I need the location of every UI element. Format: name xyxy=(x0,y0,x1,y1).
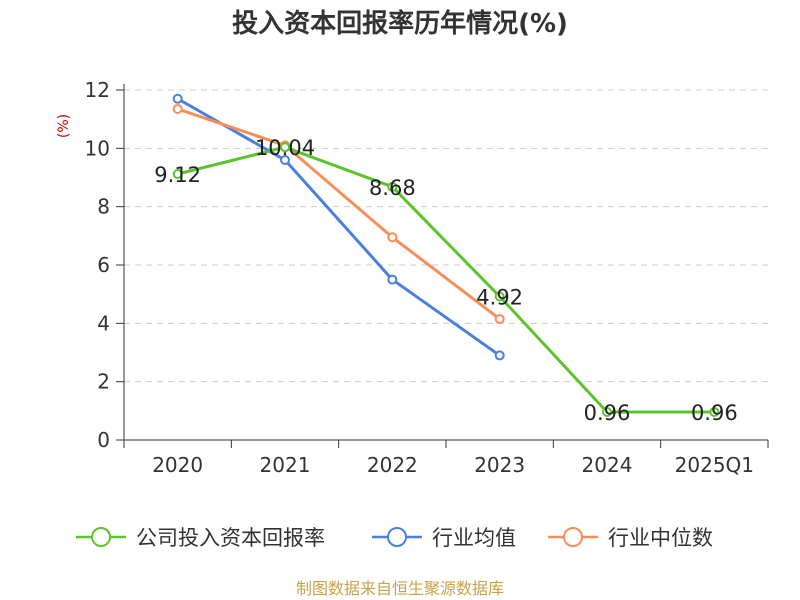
y-tick-label: 6 xyxy=(97,253,110,277)
x-tick-label: 2022 xyxy=(367,453,418,477)
tick-labels: 0 2 4 6 8 10 12 2020 2021 2022 2023 2024 2025Q1 xyxy=(85,78,754,477)
series-2-point[interactable] xyxy=(494,313,505,324)
series-1-point[interactable] xyxy=(387,274,398,285)
series-line-1 xyxy=(176,97,501,357)
y-tick-label: 8 xyxy=(97,195,110,219)
legend-swatch-marker xyxy=(563,527,583,547)
y-tick-label: 12 xyxy=(85,78,110,102)
series-1-point[interactable] xyxy=(172,93,183,104)
gridlines xyxy=(124,89,768,383)
x-tick-label: 2024 xyxy=(582,453,633,477)
data-labels: 9.12 10.04 8.68 4.92 0.96 0.96 xyxy=(154,136,737,425)
series-0-point[interactable] xyxy=(602,407,612,417)
legend-swatch-marker xyxy=(387,527,407,547)
x-tick-label: 2020 xyxy=(152,453,203,477)
series-0-point[interactable] xyxy=(172,169,183,179)
data-label: 9.12 xyxy=(154,163,201,187)
x-tick-label: 2023 xyxy=(474,453,525,477)
y-tick-label: 4 xyxy=(97,311,110,335)
series-0-point[interactable] xyxy=(387,181,398,192)
legend-label: 公司投入资本回报率 xyxy=(136,526,325,550)
data-label: 8.68 xyxy=(369,176,416,200)
y-tick-label: 2 xyxy=(97,370,110,394)
data-label: 0.96 xyxy=(584,401,631,425)
series-0-point[interactable] xyxy=(280,142,290,153)
y-tick-label: 10 xyxy=(85,136,110,160)
legend-label: 行业均值 xyxy=(432,526,516,550)
chart-title: 投入资本回报率历年情况(%) xyxy=(232,8,568,39)
legend[interactable]: 公司投入资本回报率 行业均值 行业中位数 xyxy=(76,526,713,550)
series-1-point[interactable] xyxy=(280,155,290,165)
axes xyxy=(116,84,769,448)
x-tick-label: 2021 xyxy=(260,453,311,477)
legend-item-2[interactable]: 行业中位数 xyxy=(548,526,713,550)
data-label: 0.96 xyxy=(691,401,738,425)
legend-item-0[interactable]: 公司投入资本回报率 xyxy=(76,526,325,550)
series-2-point[interactable] xyxy=(387,232,398,243)
series-line-0 xyxy=(177,145,715,414)
series-1-point[interactable] xyxy=(494,350,505,361)
source-note: 制图数据来自恒生聚源数据库 xyxy=(296,579,504,598)
legend-item-1[interactable]: 行业均值 xyxy=(372,526,516,550)
legend-swatch-marker xyxy=(91,527,111,547)
series-0-point[interactable] xyxy=(494,291,505,302)
data-label: 10.04 xyxy=(255,136,315,160)
x-tick-label: 2025Q1 xyxy=(675,453,754,477)
legend-label: 行业中位数 xyxy=(608,526,713,550)
series-line-2 xyxy=(177,107,501,321)
y-axis-label: (%) xyxy=(56,114,72,138)
series-group xyxy=(172,93,720,417)
series-2-point[interactable] xyxy=(172,103,183,114)
y-tick-label: 0 xyxy=(97,428,110,452)
data-label: 4.92 xyxy=(476,286,523,310)
series-0-point[interactable] xyxy=(709,407,720,417)
